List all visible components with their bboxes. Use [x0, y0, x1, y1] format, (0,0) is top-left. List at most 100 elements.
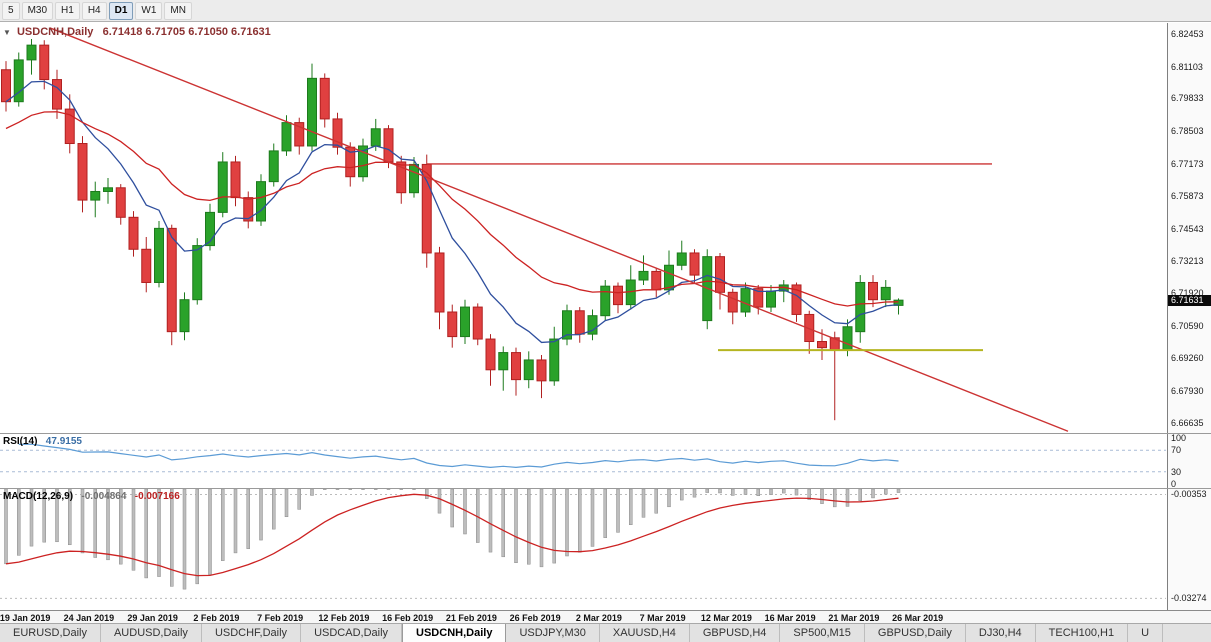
- macd-histogram-bar: [17, 489, 21, 556]
- macd-histogram-bar: [182, 489, 187, 590]
- timeframe-button-5[interactable]: 5: [2, 1, 20, 20]
- chart-tab-xauusd-h4[interactable]: XAUUSD,H4: [599, 624, 690, 642]
- macd-histogram-bar: [55, 489, 59, 543]
- date-axis-label: 19 Jan 2019: [0, 613, 51, 623]
- timeframe-button-w1[interactable]: W1: [135, 1, 163, 20]
- chart-tab-gbpusd-h4[interactable]: GBPUSD,H4: [689, 624, 781, 642]
- time-axis[interactable]: 19 Jan 2019 24 Jan 2019 29 Jan 2019 2 Feb 2…: [0, 610, 1211, 623]
- macd-histogram-bar: [833, 489, 837, 508]
- candle-body: [613, 285, 623, 306]
- price-chart-svg[interactable]: [0, 23, 1166, 433]
- candle-body: [600, 285, 611, 317]
- rsi-panel[interactable]: RSI(14) 47.9155: [0, 434, 1166, 488]
- timeframe-toolbar: 5 M30 H1 H4 D1 W1 MN: [0, 0, 1211, 22]
- timeframe-button-mn[interactable]: MN: [164, 1, 192, 20]
- descending-trendline[interactable]: [49, 27, 1069, 432]
- candle-body: [166, 227, 177, 333]
- candle-body: [817, 341, 827, 349]
- macd-histogram-bar: [323, 489, 327, 490]
- macd-histogram-bar: [807, 489, 811, 500]
- chart-tab-eurusd-daily[interactable]: EURUSD,Daily: [0, 624, 101, 642]
- candle-body: [523, 359, 534, 381]
- date-axis-label: 2 Mar 2019: [575, 613, 622, 623]
- candle-body: [396, 161, 407, 194]
- chart-ohlc-values: 6.71418 6.71705 6.71050 6.71631: [102, 26, 271, 38]
- candle-body: [13, 59, 24, 103]
- macd-histogram-bar: [731, 489, 735, 496]
- candle-body: [26, 44, 37, 61]
- date-axis-label: 21 Mar 2019: [828, 613, 880, 623]
- price-chart-panel[interactable]: ▼ USDCNH,Daily 6.71418 6.71705 6.71050 6…: [0, 23, 1166, 433]
- macd-histogram-bar: [603, 489, 607, 538]
- rsi-axis-label: 100: [1171, 433, 1187, 443]
- candle-body: [868, 281, 878, 301]
- macd-histogram-bar: [29, 489, 34, 547]
- chart-tab-sp500-m15[interactable]: SP500,M15: [780, 624, 865, 642]
- macd-histogram-bar: [527, 489, 531, 565]
- candle-body: [498, 352, 509, 371]
- macd-histogram-bar: [42, 489, 46, 543]
- timeframe-button-h1[interactable]: H1: [55, 1, 80, 20]
- rsi-chart-svg[interactable]: [0, 434, 1166, 488]
- candle-body: [383, 128, 394, 163]
- date-axis-label: 12 Mar 2019: [700, 613, 752, 623]
- candle-body: [294, 122, 305, 147]
- timeframe-button-h4[interactable]: H4: [81, 1, 107, 20]
- macd-histogram-bar: [144, 489, 148, 579]
- panel-splitter[interactable]: [0, 433, 1211, 434]
- rsi-axis-label: 70: [1171, 445, 1182, 456]
- chart-tab-gbpusd-daily[interactable]: GBPUSD,Daily: [864, 624, 966, 642]
- chart-tab-usdchf-daily[interactable]: USDCHF,Daily: [201, 624, 302, 642]
- collapse-triangle-icon[interactable]: ▼: [3, 28, 11, 37]
- chart-tab-usdjpy-m30[interactable]: USDJPY,M30: [506, 624, 600, 642]
- timeframe-button-m30[interactable]: M30: [21, 1, 54, 20]
- chart-tab-audusd-daily[interactable]: AUDUSD,Daily: [100, 624, 202, 642]
- price-axis-label: 6.69260: [1171, 353, 1204, 364]
- macd-histogram-bar: [297, 489, 301, 510]
- macd-histogram-bar: [705, 489, 709, 493]
- macd-histogram-bar: [718, 489, 722, 494]
- macd-histogram-bar: [629, 489, 633, 526]
- macd-histogram-bar: [514, 489, 518, 564]
- rsi-axis-label: 0: [1171, 479, 1177, 489]
- date-axis-label: 26 Feb 2019: [509, 613, 561, 623]
- macd-histogram-bar: [616, 489, 620, 533]
- candle-body: [243, 197, 254, 222]
- macd-histogram-bar: [259, 489, 263, 541]
- macd-histogram-bar: [221, 489, 225, 561]
- macd-histogram-bar: [4, 489, 8, 565]
- chart-symbol-label: USDCNH,Daily: [16, 26, 94, 38]
- macd-chart-svg[interactable]: [0, 489, 1166, 610]
- macd-histogram-bar: [335, 489, 340, 490]
- current-price-badge: 6.71631: [1168, 295, 1211, 307]
- candle-body: [880, 286, 891, 301]
- macd-histogram-bar: [501, 489, 505, 558]
- candle-body: [268, 150, 279, 183]
- rsi-value: 47.9155: [45, 436, 82, 447]
- panel-splitter[interactable]: [0, 488, 1211, 489]
- candle-body: [434, 252, 445, 313]
- timeframe-button-d1[interactable]: D1: [108, 1, 134, 20]
- macd-panel[interactable]: MACD(12,26,9) -0.004864 -0.007166: [0, 489, 1166, 610]
- chart-tab-usdcad-daily[interactable]: USDCAD,Daily: [301, 624, 403, 642]
- macd-histogram-bar: [654, 489, 658, 514]
- chart-tab-u[interactable]: U: [1128, 624, 1164, 642]
- macd-histogram-bar: [680, 489, 684, 501]
- macd-histogram-bar: [93, 489, 97, 558]
- candle-body: [319, 77, 330, 120]
- candle-body: [230, 161, 241, 199]
- candle-body: [855, 281, 866, 333]
- date-axis-label: 7 Feb 2019: [257, 613, 304, 623]
- chart-tab-usdcnh-daily[interactable]: USDCNH,Daily: [402, 624, 507, 642]
- chart-tab-dj30-h4[interactable]: DJ30,H4: [965, 624, 1036, 642]
- macd-histogram-bar: [539, 489, 544, 568]
- candle-body: [753, 288, 764, 308]
- macd-histogram-bar: [488, 489, 493, 553]
- candle-body: [664, 264, 674, 291]
- macd-histogram-bar: [119, 489, 123, 565]
- macd-histogram-bar: [131, 489, 136, 571]
- price-axis[interactable]: 6.82453 6.81103 6.79833 6.78503 6.77173 6.758…: [1167, 23, 1211, 610]
- candle-body: [804, 313, 815, 343]
- chart-tab-tech100-h1[interactable]: TECH100,H1: [1035, 624, 1129, 642]
- macd-axis-label: -0.03274: [1171, 593, 1207, 604]
